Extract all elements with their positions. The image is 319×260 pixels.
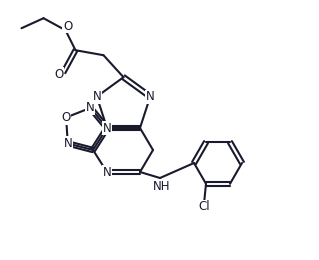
Text: O: O: [63, 20, 72, 33]
Text: NH: NH: [153, 179, 171, 192]
Text: O: O: [62, 111, 71, 124]
Text: N: N: [63, 137, 72, 150]
Text: N: N: [93, 90, 101, 103]
Text: N: N: [146, 90, 155, 103]
Text: N: N: [103, 121, 111, 134]
Text: Cl: Cl: [198, 200, 210, 213]
Text: N: N: [103, 166, 111, 179]
Text: O: O: [54, 68, 63, 81]
Text: N: N: [86, 101, 95, 114]
